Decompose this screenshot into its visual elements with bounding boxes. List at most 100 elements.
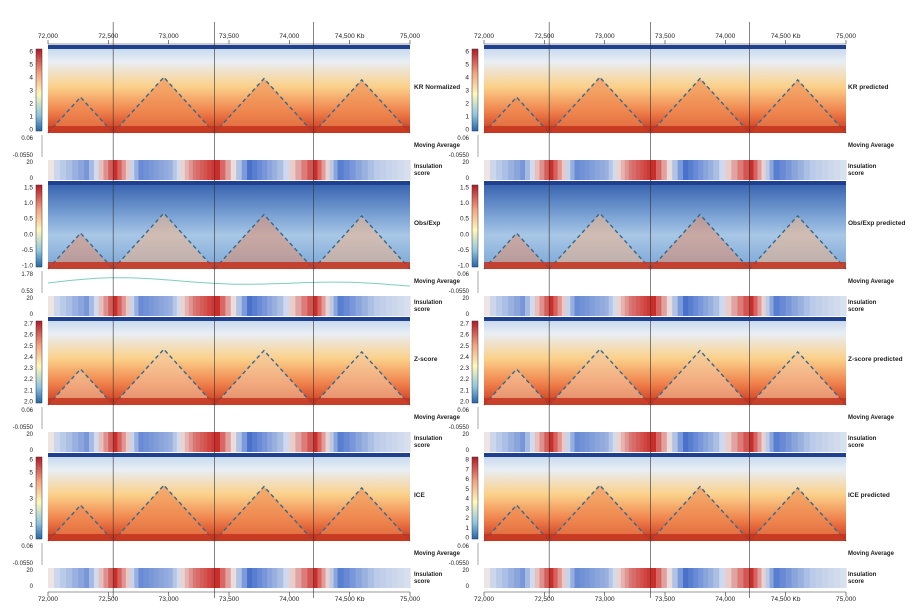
insulation-segment: [833, 432, 841, 452]
tad-domain-fill: [48, 97, 114, 133]
heatmap-diagonal-band: [48, 398, 410, 405]
insulation-segment: [803, 568, 811, 588]
insulation-segment: [143, 432, 150, 452]
insulation-segment: [66, 160, 73, 180]
insulation-segment: [761, 296, 767, 316]
colorbar-tick-label: 2.5: [460, 343, 469, 350]
insulation-segment: [502, 296, 509, 316]
colorbar-tick-label: -0.5: [22, 247, 34, 254]
insulation-segment: [257, 160, 263, 180]
insulation-segment: [803, 160, 811, 180]
insulation-segment: [283, 568, 290, 588]
insulation-segment: [48, 160, 55, 180]
colorbar-tick-label: 2.3: [460, 365, 469, 372]
insulation-segment: [650, 160, 657, 180]
insulation-segment: [584, 296, 591, 316]
insulation-segment: [355, 160, 363, 180]
insulation-segment: [84, 160, 90, 180]
moving-average-label: Moving Average: [848, 279, 895, 285]
insulation-segment: [307, 568, 314, 588]
insulation-segment: [373, 296, 381, 316]
genome-tick-label-bottom: 74,500 Kb: [771, 596, 801, 603]
insulation-segment: [761, 568, 767, 588]
insulation-segment: [677, 568, 684, 588]
insulation-segment: [236, 568, 243, 588]
panel-ice-predicted: 8 7 6 5 4 3 2 1 0 ICE predicted 0.06 -0.0550 Moving …: [449, 453, 895, 590]
insulation-segment: [113, 296, 118, 316]
insulation-segment: [329, 432, 335, 452]
insulation-segment: [252, 296, 258, 316]
insulation-segment: [785, 160, 793, 180]
tad-boundary-triangle: [214, 349, 314, 406]
insulation-segment: [632, 160, 637, 180]
insulation-segment: [833, 296, 841, 316]
insulation-segment: [719, 432, 726, 452]
panel-z-score: 2.7 2.6 2.5 2.4 2.3 2.2 2.1 2.0 Z-score 0.06 -0.05…: [13, 317, 461, 454]
genome-axis-right: 72,000 72,000 72,500 72,500 73,000 73,000 73,5…: [474, 22, 856, 603]
insulation-segment: [321, 568, 327, 588]
insulation-segment: [529, 296, 536, 316]
insulation-segment: [121, 296, 127, 316]
genome-axis-left: 72,000 72,000 72,500 72,500 73,000 73,000 73,5…: [38, 22, 420, 603]
insulation-segment: [196, 160, 201, 180]
colorbar-tick-label: 5: [465, 486, 469, 493]
insulation-segment: [220, 160, 226, 180]
insulation-segment: [267, 432, 273, 452]
insulation-segment: [815, 296, 823, 316]
insulation-segment: [616, 568, 622, 588]
insulation-segment: [650, 568, 657, 588]
insulation-segment: [379, 568, 387, 588]
tad-domain-fill: [484, 369, 550, 405]
insulation-segment: [262, 432, 268, 452]
colorbar-tick-label: 1.0: [460, 200, 469, 207]
insulation-segment: [624, 296, 630, 316]
insulation-segment: [272, 296, 278, 316]
insulation-segment: [277, 568, 284, 588]
tad-boundary-triangle: [47, 504, 114, 542]
colorbar-tick-label: 0.5: [24, 216, 33, 223]
tad-domain-fill: [749, 79, 846, 133]
insulation-segment: [616, 296, 622, 316]
colorbar-tick-label: 2.2: [24, 376, 33, 383]
insulation-segment: [803, 296, 811, 316]
insulation-segment: [520, 160, 526, 180]
insulation-segment: [539, 432, 545, 452]
insulation-segment: [355, 568, 363, 588]
insulation-segment: [520, 432, 526, 452]
insulation-segment: [72, 296, 79, 316]
insulation-segment: [343, 296, 351, 316]
insulation-segment: [677, 432, 684, 452]
insulation-segment: [713, 568, 720, 588]
insulation-segment: [257, 568, 263, 588]
insulation-tick-label: 20: [26, 160, 33, 166]
insulation-segment: [608, 160, 614, 180]
insulation-segment: [544, 568, 550, 588]
heatmap-label: Obs/Exp: [414, 220, 440, 227]
insulation-segment: [361, 160, 369, 180]
insulation-segment: [809, 568, 817, 588]
insulation-segment: [84, 432, 90, 452]
insulation-label-line2: score: [848, 307, 865, 313]
insulation-segment: [84, 296, 90, 316]
insulation-segment: [703, 296, 709, 316]
insulation-segment: [391, 432, 399, 452]
insulation-segment: [108, 160, 114, 180]
insulation-segment: [773, 160, 781, 180]
insulation-segment: [765, 432, 771, 452]
insulation-label-line1: Insulation: [848, 164, 877, 170]
insulation-segment: [757, 296, 763, 316]
insulation-segment: [200, 160, 205, 180]
insulation-segment: [809, 296, 817, 316]
insulation-segment: [220, 432, 226, 452]
colorbar: [471, 320, 479, 404]
insulation-segment: [620, 432, 626, 452]
insulation-segment: [54, 568, 61, 588]
genome-tick-label-top: 74,000: [715, 33, 735, 40]
insulation-segment: [113, 568, 118, 588]
tad-boundary-triangle: [312, 214, 411, 270]
insulation-segment: [236, 432, 243, 452]
insulation-segment: [624, 432, 630, 452]
insulation-segment: [683, 568, 689, 588]
insulation-tick-label: 20: [462, 568, 469, 574]
insulation-segment: [148, 160, 155, 180]
